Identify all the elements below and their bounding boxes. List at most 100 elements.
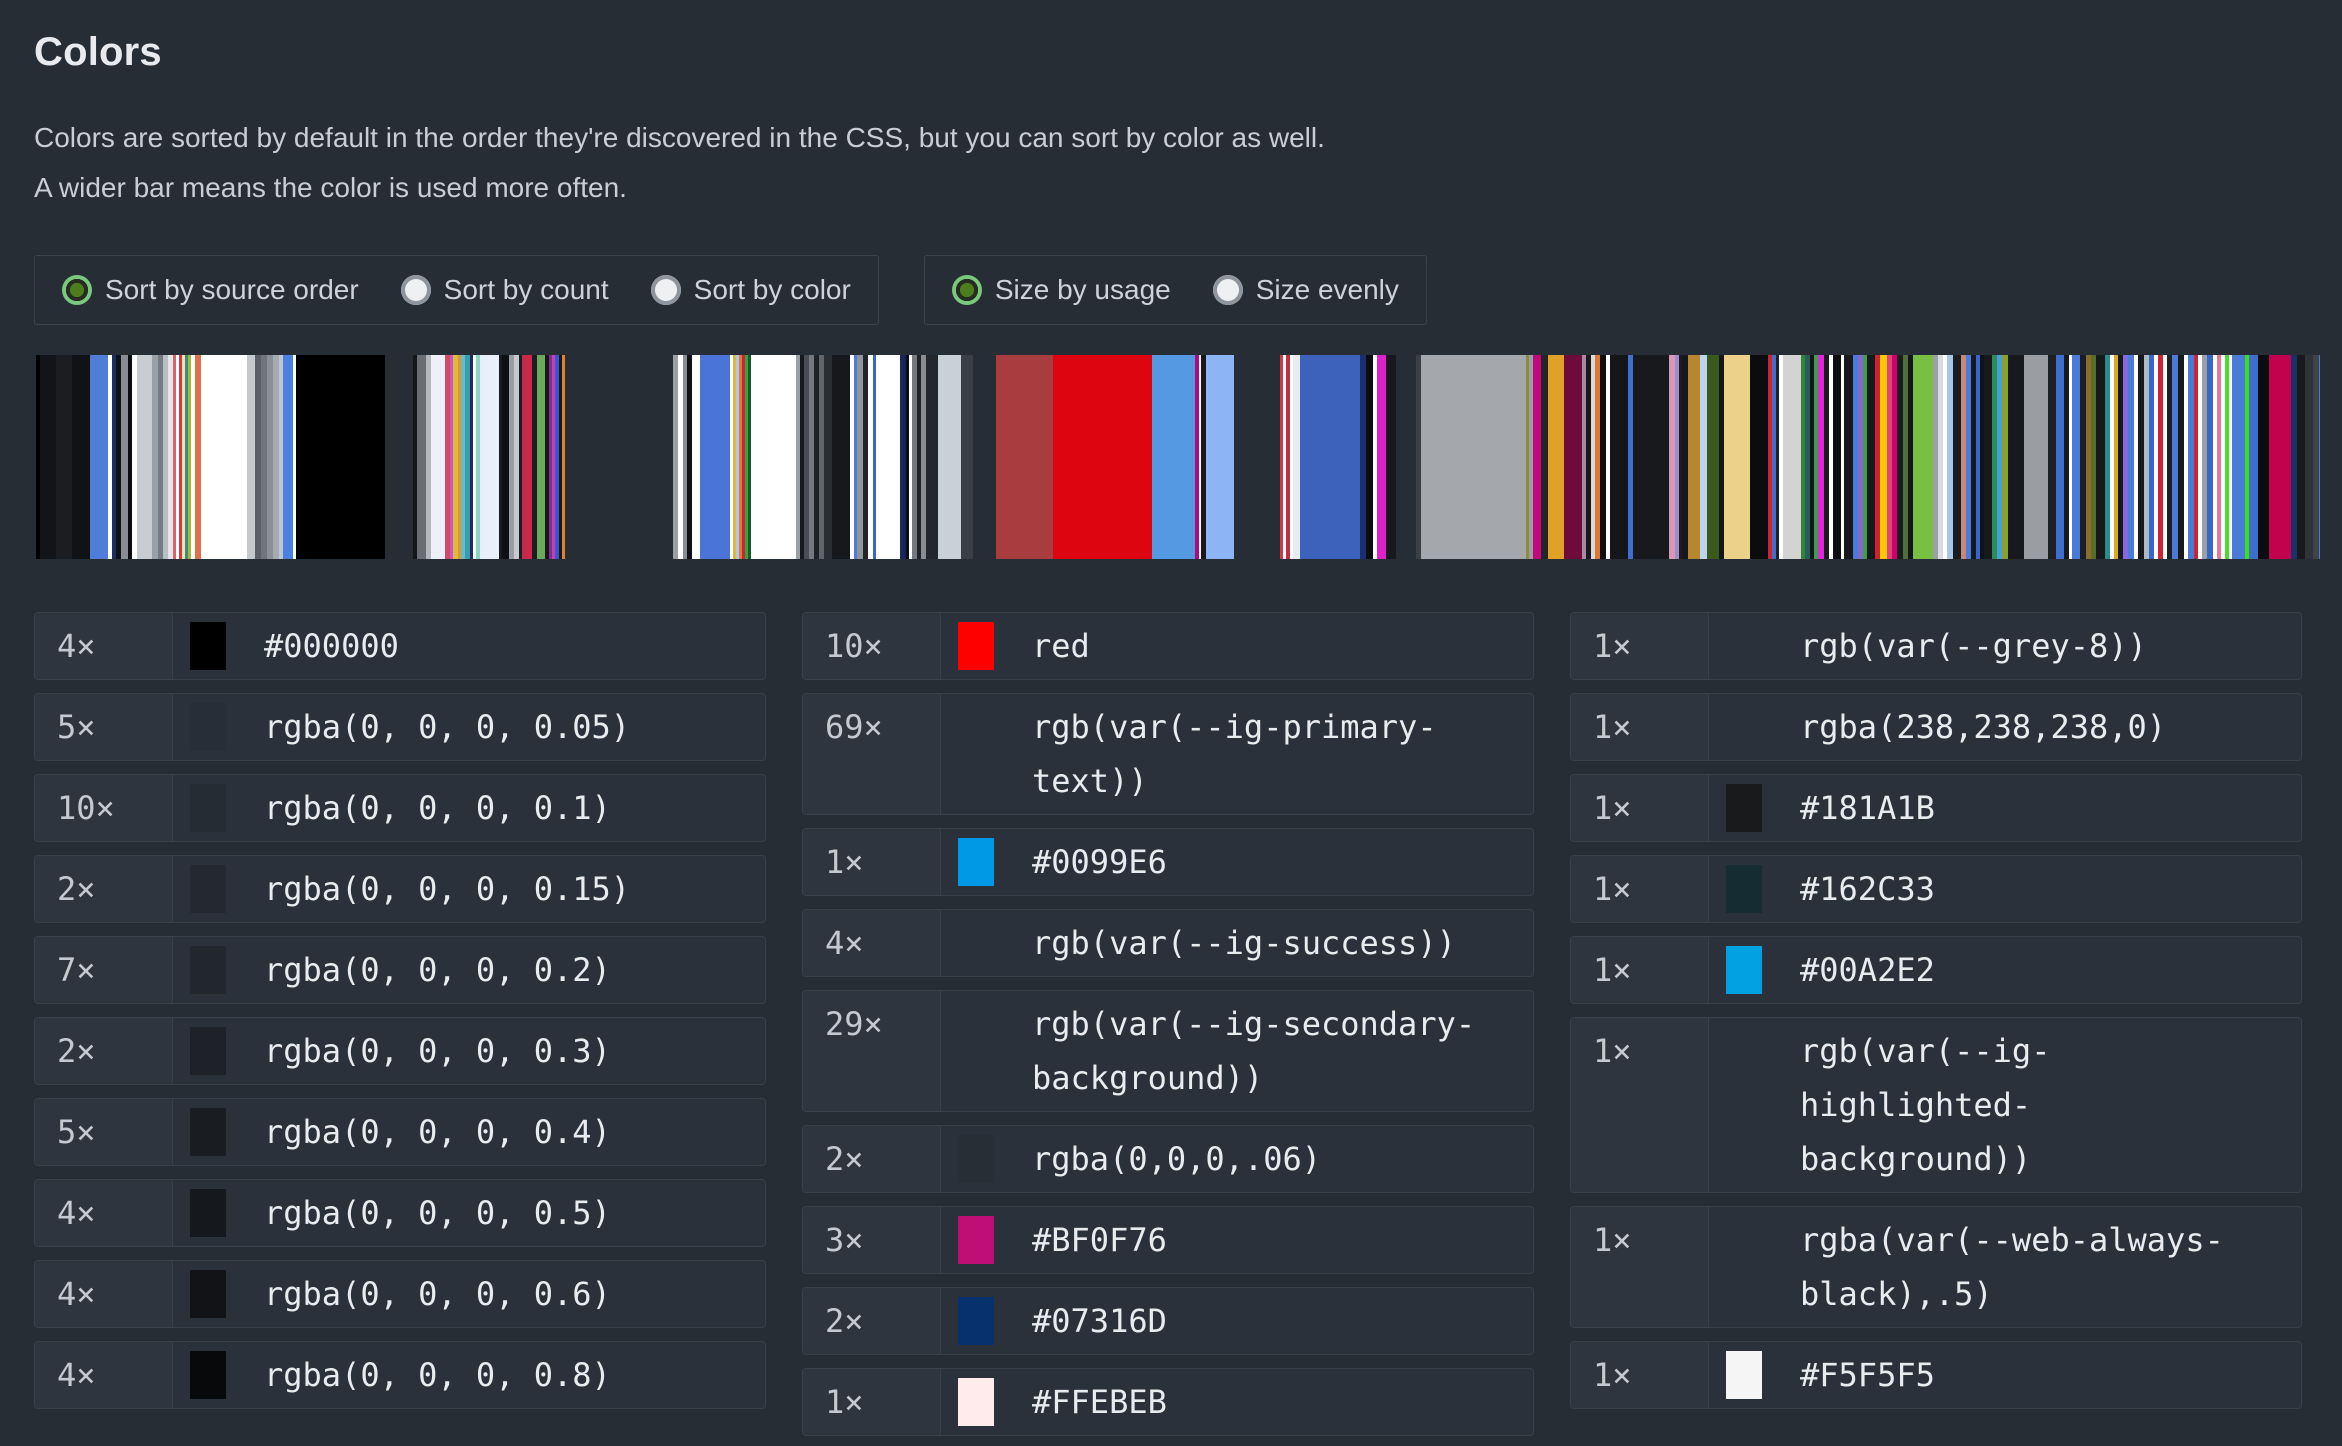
bar-stripe	[247, 355, 255, 559]
color-value: rgba(0,0,0,.06)	[1032, 1140, 1321, 1178]
color-usage-count: 4×	[35, 1342, 173, 1408]
color-swatch	[1726, 1216, 1762, 1264]
radio-unselected-icon[interactable]	[1212, 275, 1243, 305]
bar-stripe	[1396, 355, 1416, 559]
bar-stripe	[819, 355, 824, 559]
radio-sort-by-count[interactable]: Sort by count	[400, 274, 609, 306]
bar-stripe	[537, 355, 545, 559]
bar-stripe	[283, 355, 293, 559]
page-description: Colors are sorted by default in the orde…	[34, 113, 2308, 213]
color-usage-count: 4×	[35, 1180, 173, 1246]
color-swatch-cell	[1709, 1342, 1800, 1408]
bar-stripe	[2064, 355, 2069, 559]
radio-sort-by-color[interactable]: Sort by color	[650, 274, 851, 306]
radio-selected-icon[interactable]	[62, 275, 92, 305]
color-swatch	[958, 622, 994, 670]
radio-unselected-icon[interactable]	[400, 275, 431, 305]
bar-stripe	[2225, 355, 2229, 559]
color-usage-count: 10×	[35, 775, 173, 841]
bar-stripe	[1600, 355, 1606, 559]
bar-stripe	[40, 355, 56, 559]
bar-stripe	[1776, 355, 1779, 559]
sort-options-group: Sort by source order Sort by count Sort by…	[34, 255, 879, 325]
bar-stripe	[458, 355, 461, 559]
bar-stripe	[1283, 355, 1286, 559]
color-swatch	[958, 919, 994, 967]
bar-stripe	[1824, 355, 1829, 559]
bar-stripe	[1529, 355, 1533, 559]
bar-stripe	[876, 355, 900, 559]
bar-stripe	[1783, 355, 1801, 559]
color-list: 4× #000000 5× rgba(0, 0, 0, 0.05) 10× rgba(0,…	[34, 612, 2308, 1436]
color-swatch-cell	[1709, 613, 1800, 679]
bar-stripe	[2024, 355, 2048, 559]
color-swatch-cell	[1709, 1207, 1800, 1327]
bar-stripe	[1913, 355, 1933, 559]
bar-stripe	[809, 355, 814, 559]
bar-stripe	[863, 355, 868, 559]
bar-stripe	[748, 355, 751, 559]
bar-stripe	[1201, 355, 1206, 559]
color-row: 1× #00A2E2	[1570, 936, 2302, 1004]
bar-stripe	[1533, 355, 1541, 559]
bar-stripe	[796, 355, 800, 559]
radio-selected-icon[interactable]	[951, 275, 982, 305]
radio-sort-by-source-order[interactable]: Sort by source order	[62, 274, 359, 306]
bar-stripe	[683, 355, 687, 559]
bar-stripe	[2096, 355, 2105, 559]
bar-stripe	[1953, 355, 1961, 559]
bar-stripe	[868, 355, 873, 559]
bar-stripe	[2149, 355, 2154, 559]
bar-stripe	[1675, 355, 1679, 559]
color-swatch	[190, 703, 226, 751]
bar-stripe	[2258, 355, 2269, 559]
bar-stripe	[431, 355, 436, 559]
bar-stripe	[1610, 355, 1628, 559]
radio-size-evenly[interactable]: Size evenly	[1212, 274, 1399, 306]
bar-stripe	[1897, 355, 1903, 559]
color-value: #FFEBEB	[1032, 1383, 1167, 1421]
bar-stripe	[996, 355, 1053, 559]
color-row: 7× rgba(0, 0, 0, 0.2)	[34, 936, 766, 1004]
color-swatch	[190, 946, 226, 994]
bar-stripe	[1779, 355, 1783, 559]
color-swatch-cell	[173, 937, 264, 1003]
color-value: rgba(0, 0, 0, 0.8)	[264, 1356, 611, 1394]
bar-stripe	[2167, 355, 2172, 559]
bar-stripe	[1863, 355, 1867, 559]
bar-stripe	[2138, 355, 2144, 559]
bar-stripe	[413, 355, 417, 559]
bar-stripe	[2118, 355, 2123, 559]
bar-stripe	[1707, 355, 1719, 559]
bar-stripe	[850, 355, 854, 559]
bar-stripe	[2249, 355, 2258, 559]
bar-stripe	[2158, 355, 2163, 559]
color-row: 4× #000000	[34, 612, 766, 680]
bar-stripe	[1628, 355, 1633, 559]
color-row: 29× rgb(var(--ig-secondary- background))	[802, 990, 1534, 1112]
bar-stripe	[1875, 355, 1880, 559]
color-value: #0099E6	[1032, 843, 1167, 881]
color-swatch-cell	[173, 1099, 264, 1165]
bar-stripe	[1867, 355, 1875, 559]
bar-stripe	[917, 355, 921, 559]
color-row: 4× rgba(0, 0, 0, 0.5)	[34, 1179, 766, 1247]
bar-stripe	[1595, 355, 1600, 559]
color-swatch-cell	[1709, 856, 1800, 922]
bar-stripe	[179, 355, 182, 559]
color-row: 4× rgba(0, 0, 0, 0.6)	[34, 1260, 766, 1328]
color-swatch-cell	[173, 694, 264, 760]
color-swatch	[190, 1189, 226, 1237]
bar-stripe	[2269, 355, 2291, 559]
color-swatch	[190, 865, 226, 913]
color-swatch-cell	[173, 1180, 264, 1246]
radio-unselected-icon[interactable]	[650, 275, 681, 305]
bar-stripe	[678, 355, 683, 559]
bar-stripe	[906, 355, 909, 559]
bar-stripe	[1772, 355, 1776, 559]
color-value: #BF0F76	[1032, 1221, 1167, 1259]
radio-size-by-usage[interactable]: Size by usage	[951, 274, 1171, 306]
bar-stripe	[2048, 355, 2056, 559]
bar-stripe	[1582, 355, 1586, 559]
bar-stripe	[1887, 355, 1892, 559]
